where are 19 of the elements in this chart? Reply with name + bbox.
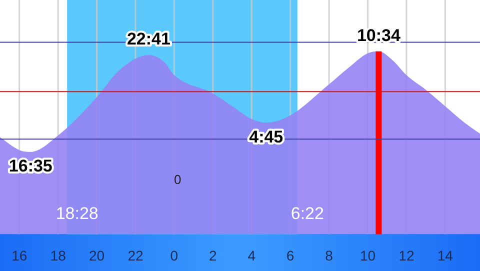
annotation: 0	[174, 172, 182, 187]
x-tick-label: 10	[360, 247, 376, 264]
annotation: 6:22	[290, 204, 324, 223]
annotation: 4:45	[249, 127, 284, 146]
x-tick-label: 18	[50, 247, 66, 264]
x-tick-label: 2	[209, 247, 218, 264]
x-tick-label: 16	[12, 247, 28, 264]
annotation: 18:28	[56, 204, 98, 223]
x-tick-label: 6	[286, 247, 294, 264]
x-tick-label: 0	[170, 247, 178, 264]
x-tick-label: 12	[398, 247, 414, 264]
annotation: 10:34	[356, 26, 401, 46]
annotation: 16:35	[8, 156, 52, 176]
x-tick-label: 4	[248, 247, 256, 264]
x-tick-label: 22	[128, 247, 144, 264]
x-tick-label: 8	[325, 247, 334, 264]
annotation: 22:41	[126, 30, 170, 49]
x-tick-label: 14	[437, 247, 454, 264]
x-tick-label: 20	[88, 247, 105, 264]
